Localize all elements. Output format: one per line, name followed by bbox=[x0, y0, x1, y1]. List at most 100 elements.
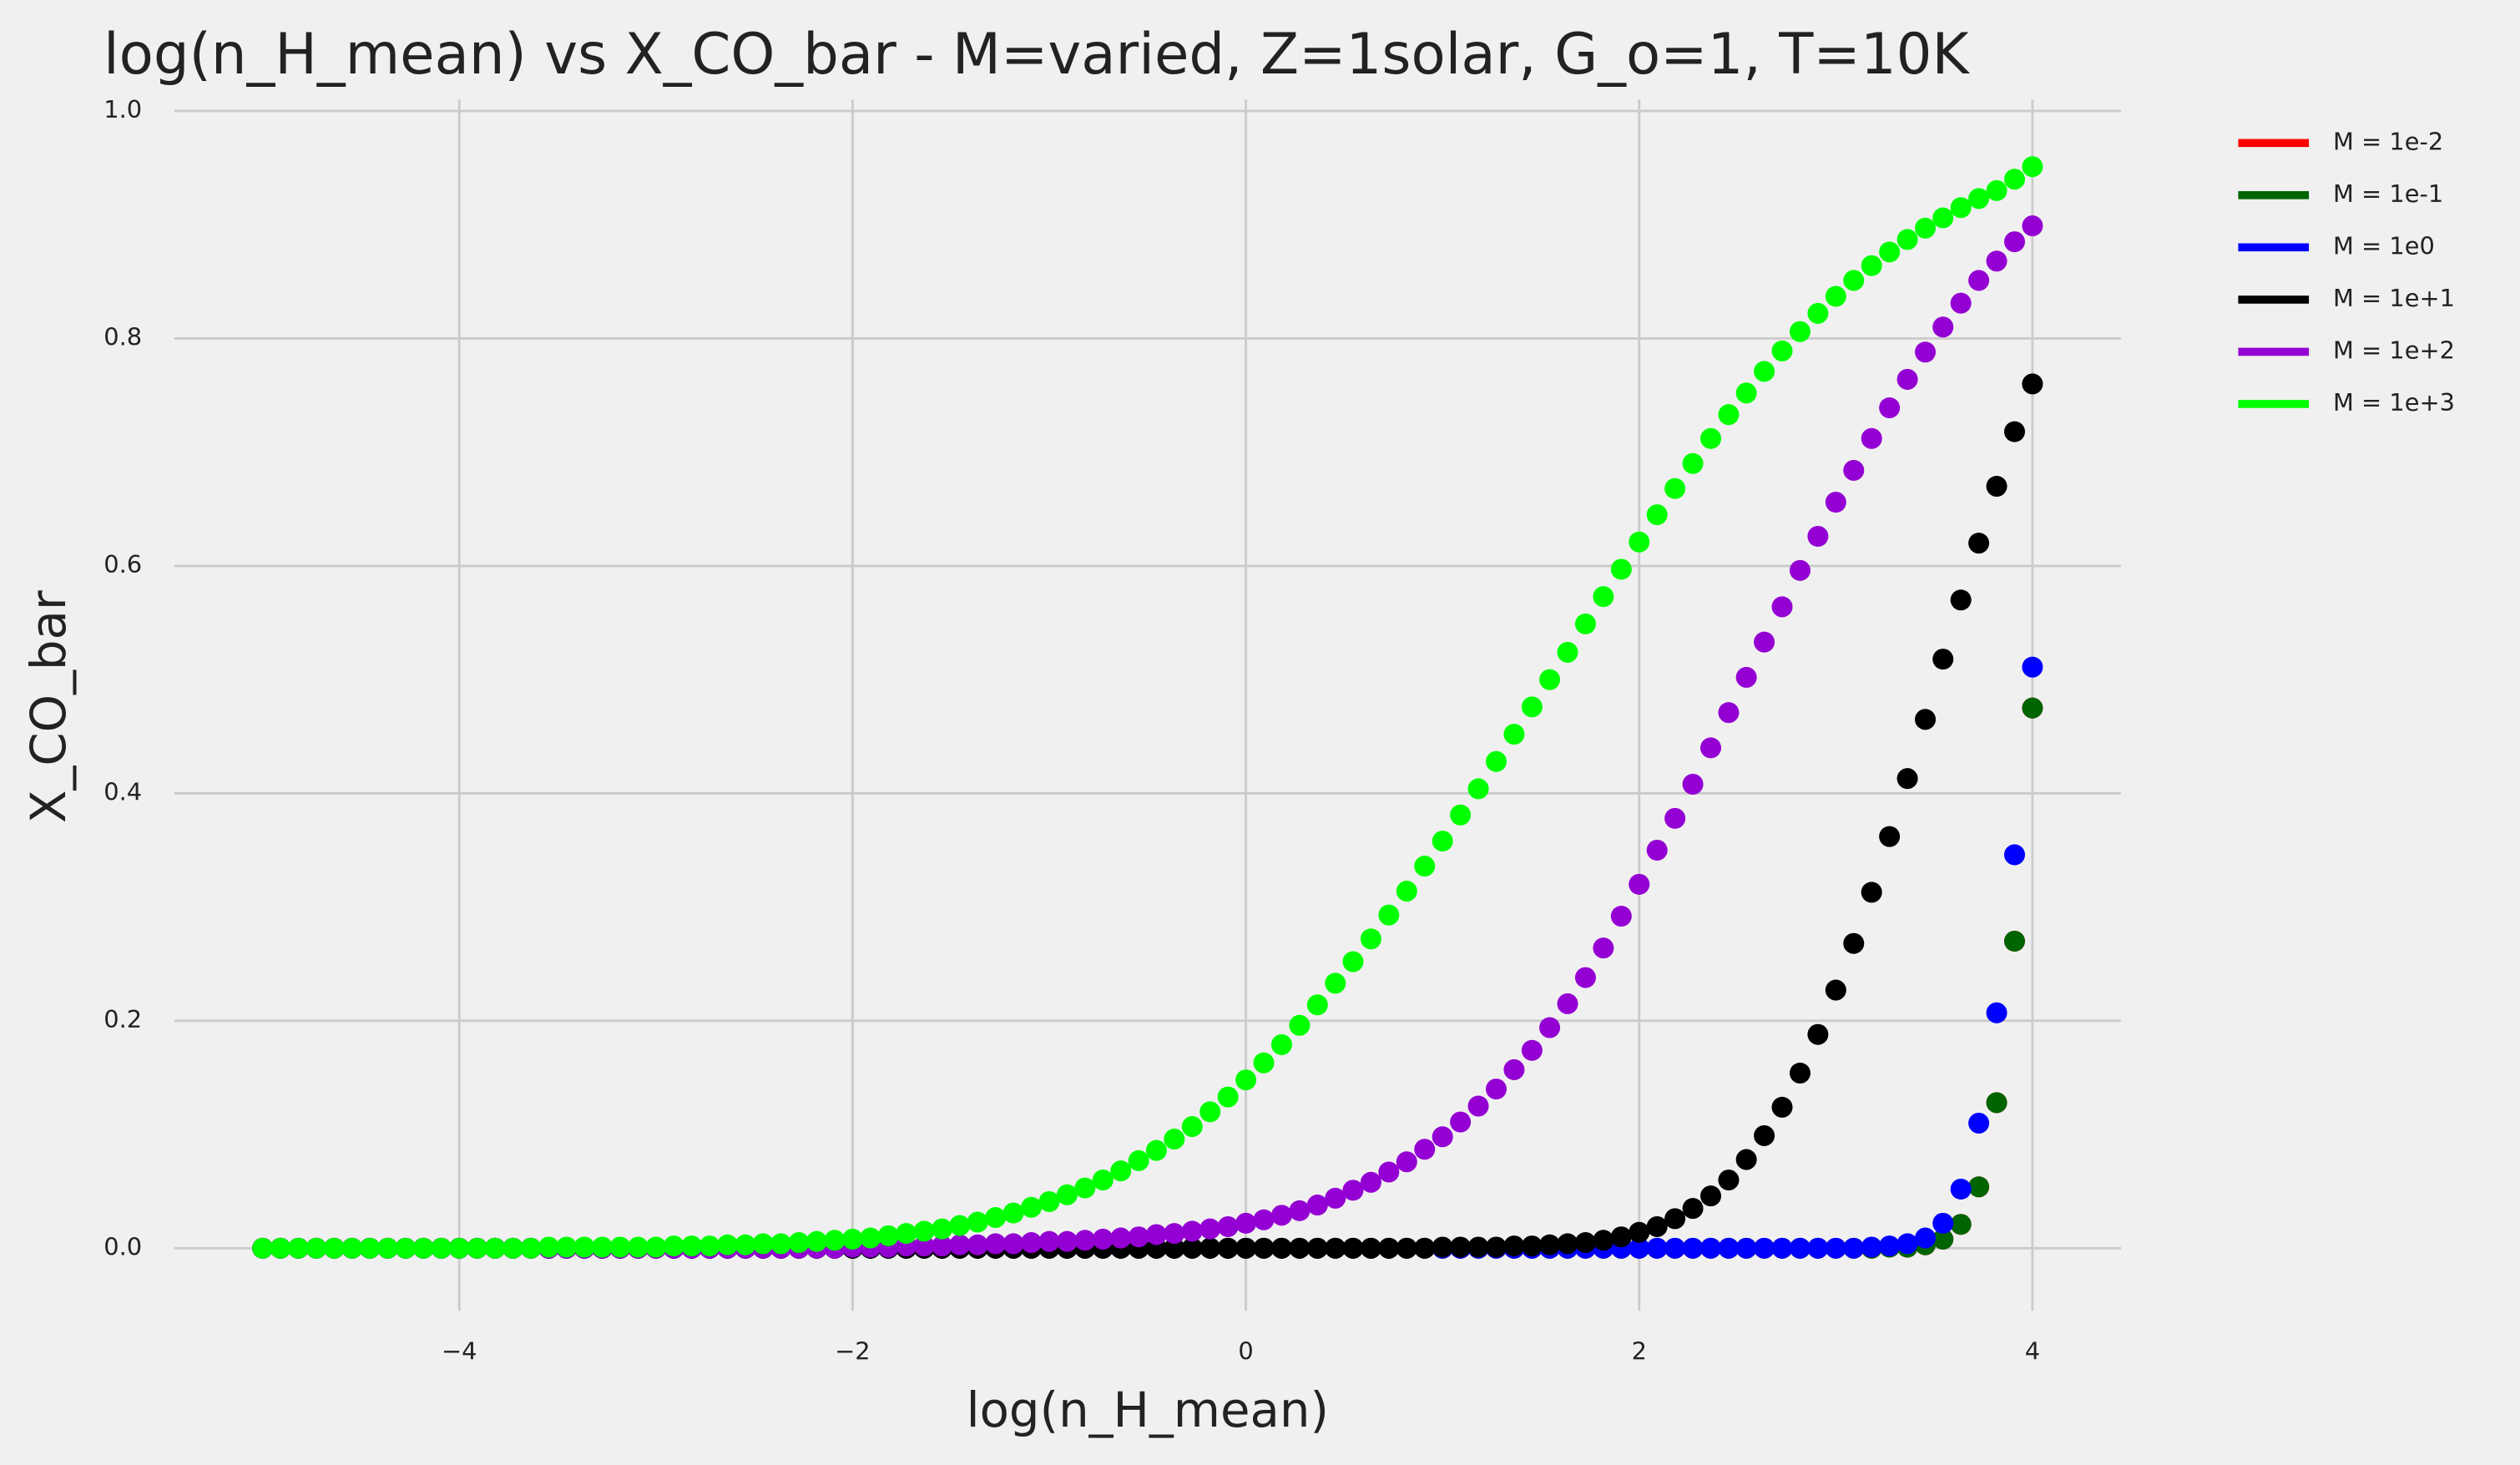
data-point bbox=[1879, 1235, 1901, 1257]
data-point bbox=[949, 1234, 971, 1255]
data-point bbox=[1593, 1230, 1614, 1251]
data-point bbox=[1664, 1208, 1686, 1230]
data-point bbox=[1896, 229, 1918, 250]
data-point bbox=[949, 1215, 971, 1236]
data-point bbox=[2003, 421, 2026, 442]
data-point bbox=[1896, 368, 1918, 390]
legend-label: M = 1e+2 bbox=[2333, 336, 2455, 364]
data-point bbox=[1325, 1237, 1346, 1259]
data-point bbox=[1414, 856, 1436, 877]
data-point bbox=[1217, 1215, 1239, 1237]
data-point bbox=[1754, 1237, 1775, 1259]
data-point bbox=[1521, 1235, 1543, 1257]
data-point bbox=[520, 1237, 542, 1259]
data-point bbox=[1396, 1237, 1417, 1259]
data-point bbox=[359, 1237, 381, 1259]
data-point bbox=[1145, 1224, 1167, 1245]
data-point bbox=[1306, 1237, 1328, 1259]
data-point bbox=[1414, 1139, 1436, 1160]
data-point bbox=[1664, 1237, 1686, 1259]
data-point bbox=[1289, 1014, 1311, 1036]
data-point bbox=[1807, 302, 1829, 324]
data-point bbox=[1950, 292, 1972, 314]
data-point bbox=[556, 1236, 578, 1258]
data-point bbox=[1199, 1237, 1221, 1259]
data-point bbox=[1879, 397, 1901, 419]
data-point bbox=[1789, 321, 1810, 342]
data-point bbox=[1485, 1236, 1507, 1258]
data-point bbox=[1503, 724, 1525, 745]
data-point bbox=[1754, 361, 1775, 382]
data-point bbox=[1700, 737, 1722, 759]
data-point bbox=[1342, 1237, 1364, 1259]
data-point bbox=[1092, 1169, 1114, 1191]
data-point bbox=[1986, 1092, 2007, 1114]
x-tick-label: 2 bbox=[1632, 1336, 1647, 1365]
data-point bbox=[538, 1236, 559, 1258]
data-point bbox=[877, 1225, 899, 1246]
data-point bbox=[2022, 373, 2043, 395]
data-point bbox=[735, 1234, 756, 1255]
data-point bbox=[1861, 882, 1882, 903]
data-point bbox=[1235, 1069, 1257, 1091]
data-point bbox=[1467, 1095, 1489, 1117]
y-tick-label: 0.6 bbox=[104, 550, 142, 578]
data-point bbox=[1199, 1218, 1221, 1240]
data-point bbox=[1825, 492, 1846, 513]
data-point bbox=[1968, 533, 1990, 554]
data-point bbox=[1521, 1039, 1543, 1061]
data-point bbox=[663, 1235, 684, 1257]
data-point bbox=[985, 1233, 1007, 1255]
data-point bbox=[1378, 1237, 1400, 1259]
y-tick-label: 0.8 bbox=[104, 322, 142, 351]
x-tick-label: 4 bbox=[2025, 1336, 2040, 1365]
data-point bbox=[1610, 558, 1632, 580]
data-point bbox=[1539, 1017, 1561, 1038]
data-point bbox=[270, 1237, 291, 1259]
data-point bbox=[1432, 831, 1453, 852]
chart-title: log(n_H_mean) vs X_CO_bar - M=varied, Z=… bbox=[104, 21, 1971, 87]
data-point bbox=[395, 1237, 417, 1259]
data-point bbox=[448, 1237, 470, 1259]
data-point bbox=[1145, 1139, 1167, 1161]
data-point bbox=[1164, 1223, 1185, 1245]
data-point bbox=[1378, 904, 1400, 926]
data-point bbox=[1915, 709, 1937, 730]
data-point bbox=[1807, 525, 1829, 547]
data-point bbox=[1646, 1237, 1668, 1259]
data-point bbox=[1485, 1079, 1507, 1100]
data-point bbox=[1735, 666, 1757, 688]
data-point bbox=[1629, 1221, 1650, 1243]
data-point bbox=[2022, 156, 2043, 178]
data-point bbox=[1253, 1237, 1275, 1259]
data-point bbox=[1270, 1237, 1292, 1259]
data-point bbox=[1360, 1171, 1381, 1193]
data-point bbox=[1932, 207, 1954, 229]
y-tick-label: 0.2 bbox=[104, 1005, 142, 1033]
data-point bbox=[1325, 1187, 1346, 1209]
data-point bbox=[1593, 586, 1614, 608]
data-point bbox=[1217, 1086, 1239, 1108]
data-point bbox=[1467, 778, 1489, 800]
data-point bbox=[1092, 1228, 1114, 1250]
data-point bbox=[1414, 1237, 1436, 1259]
data-point bbox=[1646, 1215, 1668, 1237]
data-point bbox=[1718, 404, 1740, 426]
data-point bbox=[1915, 341, 1937, 363]
data-point bbox=[1217, 1237, 1239, 1259]
data-point bbox=[1682, 1198, 1704, 1220]
data-point bbox=[1181, 1116, 1203, 1138]
data-point bbox=[1432, 1236, 1453, 1258]
data-point bbox=[1539, 1234, 1561, 1255]
data-point bbox=[1968, 1112, 1990, 1134]
data-point bbox=[841, 1228, 863, 1250]
data-point bbox=[1396, 1151, 1417, 1173]
data-point bbox=[717, 1234, 739, 1255]
data-point bbox=[932, 1235, 953, 1257]
data-point bbox=[1629, 1237, 1650, 1259]
data-point bbox=[1574, 967, 1596, 988]
data-point bbox=[1879, 241, 1901, 263]
data-point bbox=[484, 1237, 506, 1259]
data-point bbox=[1074, 1230, 1096, 1251]
data-point bbox=[1235, 1212, 1257, 1234]
